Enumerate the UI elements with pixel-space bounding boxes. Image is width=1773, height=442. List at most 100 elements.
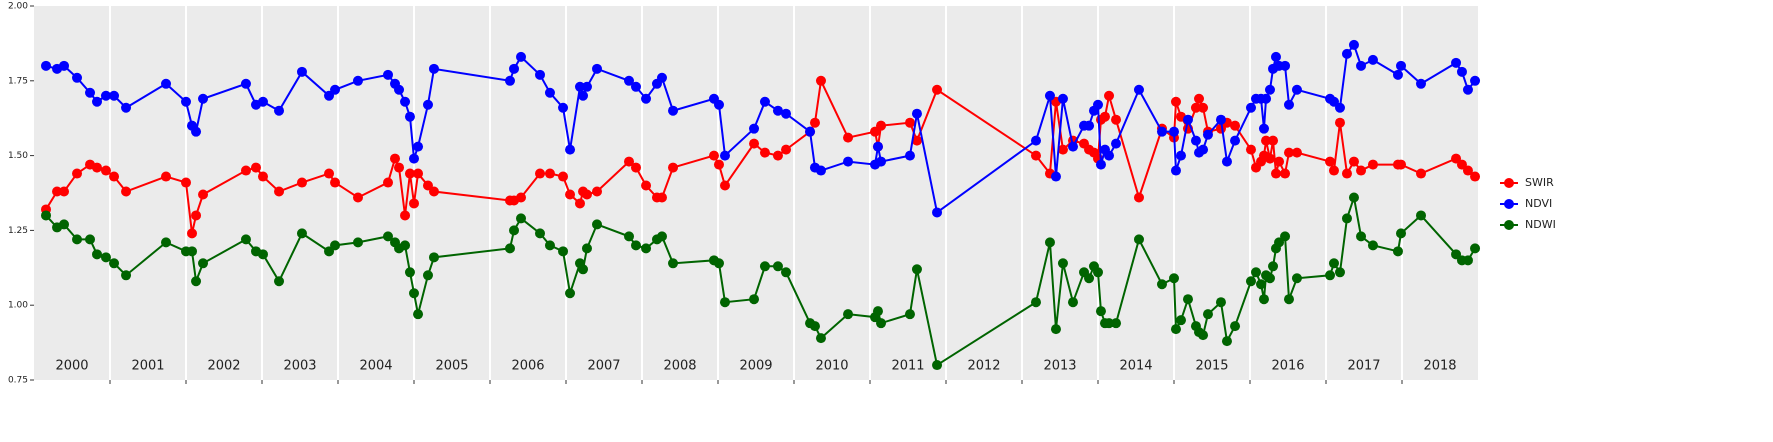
data-point bbox=[1341, 48, 1352, 59]
data-point bbox=[422, 270, 433, 281]
y-tick-label: 1.50 bbox=[8, 151, 28, 161]
data-point bbox=[904, 117, 915, 128]
data-point bbox=[121, 270, 132, 281]
data-point bbox=[1230, 321, 1241, 332]
data-point bbox=[581, 243, 592, 254]
data-point bbox=[1245, 276, 1256, 287]
data-point bbox=[719, 180, 730, 191]
data-point bbox=[1104, 90, 1115, 101]
data-point bbox=[872, 141, 883, 152]
data-point bbox=[713, 258, 724, 269]
data-point bbox=[428, 186, 439, 197]
data-point bbox=[52, 186, 63, 197]
data-point bbox=[1156, 126, 1167, 137]
data-point bbox=[59, 186, 70, 197]
data-point bbox=[1261, 93, 1272, 104]
data-point bbox=[574, 198, 585, 209]
data-point bbox=[383, 231, 394, 242]
data-point bbox=[749, 138, 760, 149]
data-point bbox=[504, 75, 515, 86]
data-point bbox=[1470, 171, 1481, 182]
data-point bbox=[1274, 156, 1285, 167]
data-point bbox=[1221, 156, 1232, 167]
data-point bbox=[413, 141, 424, 152]
data-point bbox=[161, 78, 172, 89]
data-point bbox=[1396, 60, 1407, 71]
data-point bbox=[1280, 60, 1291, 71]
data-point bbox=[1256, 279, 1267, 290]
data-point bbox=[719, 297, 730, 308]
data-point bbox=[805, 126, 816, 137]
data-point bbox=[1230, 135, 1241, 146]
data-point bbox=[1270, 168, 1281, 179]
data-point bbox=[187, 246, 198, 257]
data-point bbox=[41, 210, 52, 221]
data-point bbox=[1169, 126, 1179, 137]
data-point bbox=[1356, 165, 1367, 176]
data-point bbox=[1416, 168, 1426, 179]
data-point bbox=[1470, 243, 1481, 254]
data-point bbox=[161, 237, 172, 248]
data-point bbox=[1170, 165, 1181, 176]
data-point bbox=[1396, 159, 1407, 170]
data-point bbox=[1084, 273, 1095, 284]
data-point bbox=[641, 93, 652, 104]
data-point bbox=[772, 261, 783, 272]
data-point bbox=[383, 69, 394, 80]
x-tick-label: 2010 bbox=[815, 359, 848, 374]
data-point bbox=[1396, 228, 1407, 239]
x-tick-label: 2015 bbox=[1195, 359, 1228, 374]
data-point bbox=[1268, 135, 1279, 146]
x-tick-label: 2008 bbox=[663, 359, 696, 374]
data-point bbox=[574, 81, 585, 92]
data-point bbox=[504, 243, 515, 254]
data-point bbox=[1133, 192, 1144, 203]
data-point bbox=[181, 177, 191, 188]
data-point bbox=[1182, 114, 1193, 125]
data-point bbox=[1392, 246, 1403, 257]
data-point bbox=[1198, 144, 1209, 155]
panel bbox=[34, 6, 1478, 380]
data-point bbox=[1084, 120, 1095, 131]
data-point bbox=[911, 108, 922, 119]
data-point bbox=[592, 63, 603, 74]
data-point bbox=[72, 168, 83, 179]
data-point bbox=[1057, 144, 1068, 155]
data-point bbox=[749, 294, 760, 305]
data-point bbox=[1169, 273, 1179, 284]
data-point bbox=[92, 162, 103, 173]
data-point bbox=[428, 63, 439, 74]
data-point bbox=[1251, 267, 1262, 278]
x-tick-label: 2001 bbox=[131, 359, 164, 374]
data-point bbox=[772, 150, 783, 161]
data-point bbox=[198, 93, 209, 104]
data-point bbox=[1416, 210, 1426, 221]
data-point bbox=[668, 258, 679, 269]
data-point bbox=[1470, 75, 1481, 86]
data-point bbox=[240, 78, 251, 89]
data-point bbox=[394, 162, 405, 173]
data-point bbox=[558, 102, 569, 113]
data-point bbox=[1133, 84, 1144, 95]
data-point bbox=[1367, 240, 1378, 251]
data-point bbox=[904, 150, 915, 161]
data-point bbox=[296, 228, 307, 239]
x-tick-label: 2009 bbox=[739, 359, 772, 374]
data-point bbox=[191, 210, 202, 221]
data-point bbox=[100, 252, 111, 263]
data-point bbox=[1111, 318, 1122, 329]
data-point bbox=[641, 243, 652, 254]
data-point bbox=[428, 252, 439, 263]
data-point bbox=[843, 132, 854, 143]
data-point bbox=[198, 258, 209, 269]
y-tick-label: 2.00 bbox=[8, 2, 28, 12]
data-point bbox=[191, 126, 202, 137]
x-tick-label: 2017 bbox=[1347, 359, 1380, 374]
data-point bbox=[1334, 117, 1345, 128]
x-tick-label: 2004 bbox=[359, 359, 392, 374]
data-point bbox=[876, 318, 887, 329]
data-point bbox=[535, 168, 546, 179]
data-point bbox=[656, 72, 667, 83]
data-point bbox=[1067, 297, 1078, 308]
data-point bbox=[1264, 84, 1275, 95]
